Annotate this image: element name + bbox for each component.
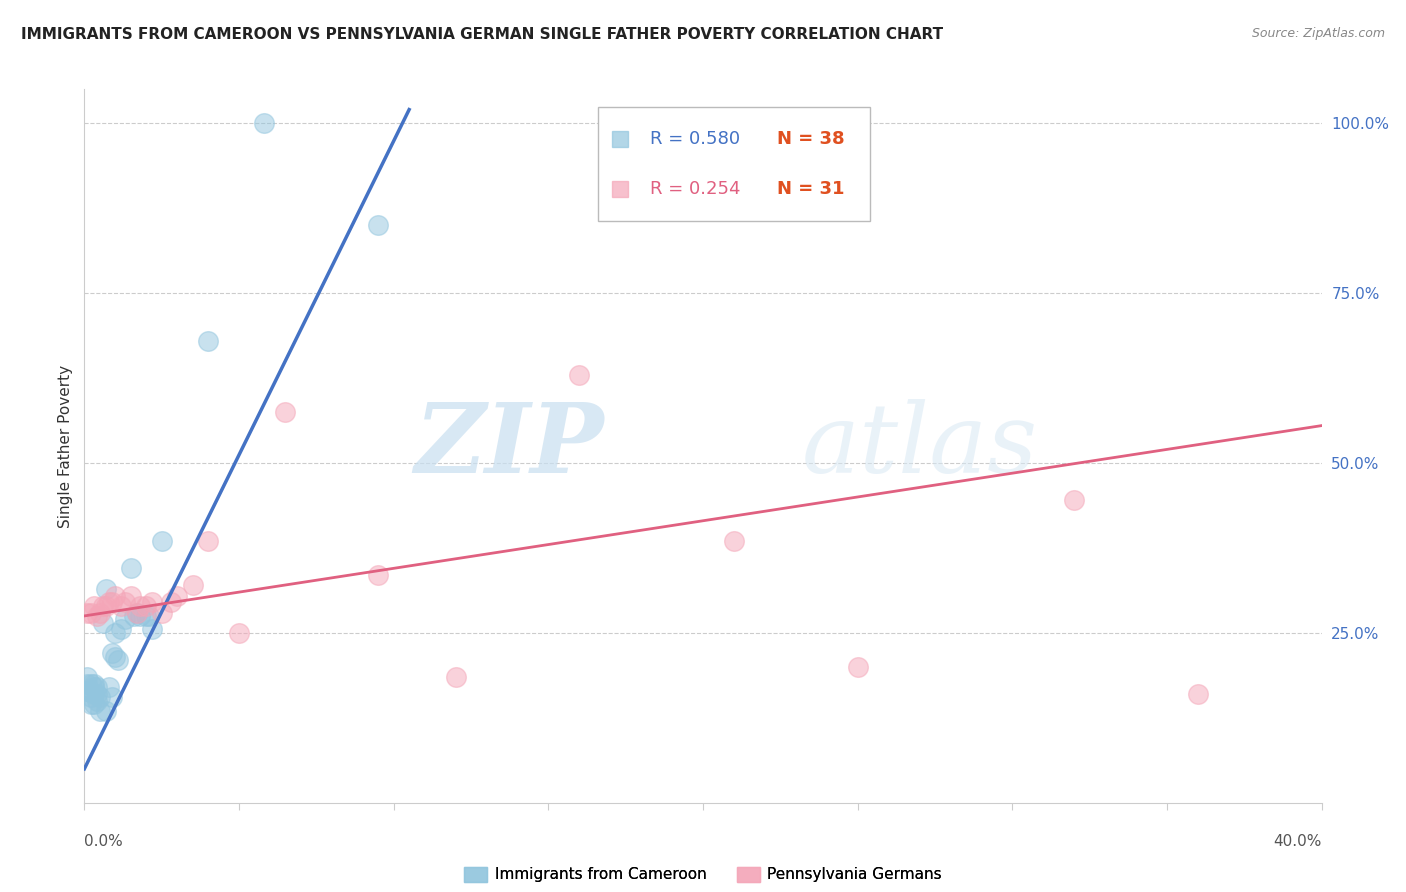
Point [723,534,745,549]
Point [76,677,98,691]
Point [104,589,127,603]
Point [110,599,132,613]
Text: ZIP: ZIP [415,399,605,493]
Point [91,599,114,613]
Point [114,612,136,626]
Point [79,677,101,691]
Point [79,698,101,712]
Text: atlas: atlas [801,399,1038,493]
Point [83,680,105,694]
Point [125,606,148,620]
Point [91,615,114,630]
Text: Source: ZipAtlas.com: Source: ZipAtlas.com [1251,27,1385,40]
Point [122,608,145,623]
Point [86,687,108,701]
Point [83,677,105,691]
FancyBboxPatch shape [598,107,870,221]
Point [101,595,124,609]
Point [197,534,219,549]
Point [274,405,297,419]
Point [76,606,98,620]
Legend: Immigrants from Cameroon, Pennsylvania Germans: Immigrants from Cameroon, Pennsylvania G… [458,861,948,888]
Point [86,608,108,623]
Point [75,683,97,698]
Point [110,623,132,637]
Point [104,626,127,640]
Point [181,578,204,592]
Point [138,608,160,623]
Point [120,561,142,575]
Point [444,670,467,684]
Point [1063,493,1085,508]
Point [150,534,173,549]
Point [367,568,389,582]
Point [86,680,108,694]
Point [89,606,111,620]
Point [150,606,173,620]
Point [86,694,108,708]
Text: IMMIGRANTS FROM CAMEROON VS PENNSYLVANIA GERMAN SINGLE FATHER POVERTY CORRELATIO: IMMIGRANTS FROM CAMEROON VS PENNSYLVANIA… [21,27,943,42]
Point [94,704,117,718]
Text: N = 38: N = 38 [778,130,845,148]
Point [89,690,111,705]
Point [94,582,117,596]
Point [129,599,152,613]
Point [228,626,250,640]
Text: N = 31: N = 31 [778,180,845,198]
Point [101,646,124,660]
Text: 0.0%: 0.0% [84,834,124,849]
Text: R = 0.254: R = 0.254 [650,180,741,198]
Point [367,218,389,232]
Y-axis label: Single Father Poverty: Single Father Poverty [58,365,73,527]
Point [107,653,129,667]
Point [135,599,157,613]
Point [94,599,117,613]
Point [125,606,148,620]
Point [166,589,188,603]
Point [89,704,111,718]
Text: R = 0.580: R = 0.580 [650,130,740,148]
Point [135,608,157,623]
Text: 40.0%: 40.0% [1274,834,1322,849]
Point [98,680,121,694]
Point [1187,687,1209,701]
Point [141,623,163,637]
Point [101,690,124,705]
Point [83,687,105,701]
Point [98,595,121,609]
Point [104,649,127,664]
Point [141,595,163,609]
Point [114,595,136,609]
Point [129,608,152,623]
Point [79,606,101,620]
Point [83,698,105,712]
Point [253,116,276,130]
Point [846,660,869,674]
Point [83,599,105,613]
Point [160,595,183,609]
Point [568,368,591,382]
Point [79,690,101,705]
Point [120,589,142,603]
Point [197,334,219,348]
Point [76,670,98,684]
Point [77,683,100,698]
